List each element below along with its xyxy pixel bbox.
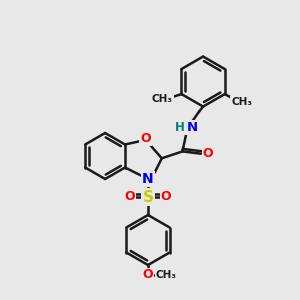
Text: O: O [161, 190, 171, 203]
Text: H: H [175, 121, 185, 134]
Text: CH₃: CH₃ [152, 94, 173, 104]
Text: O: O [140, 132, 151, 146]
Text: S: S [142, 190, 154, 205]
Text: N: N [142, 172, 154, 186]
Text: CH₃: CH₃ [231, 97, 252, 107]
Text: O: O [125, 190, 135, 203]
Text: CH₃: CH₃ [155, 270, 176, 280]
Text: N: N [187, 121, 198, 134]
Text: O: O [202, 147, 213, 160]
Text: O: O [143, 268, 153, 281]
